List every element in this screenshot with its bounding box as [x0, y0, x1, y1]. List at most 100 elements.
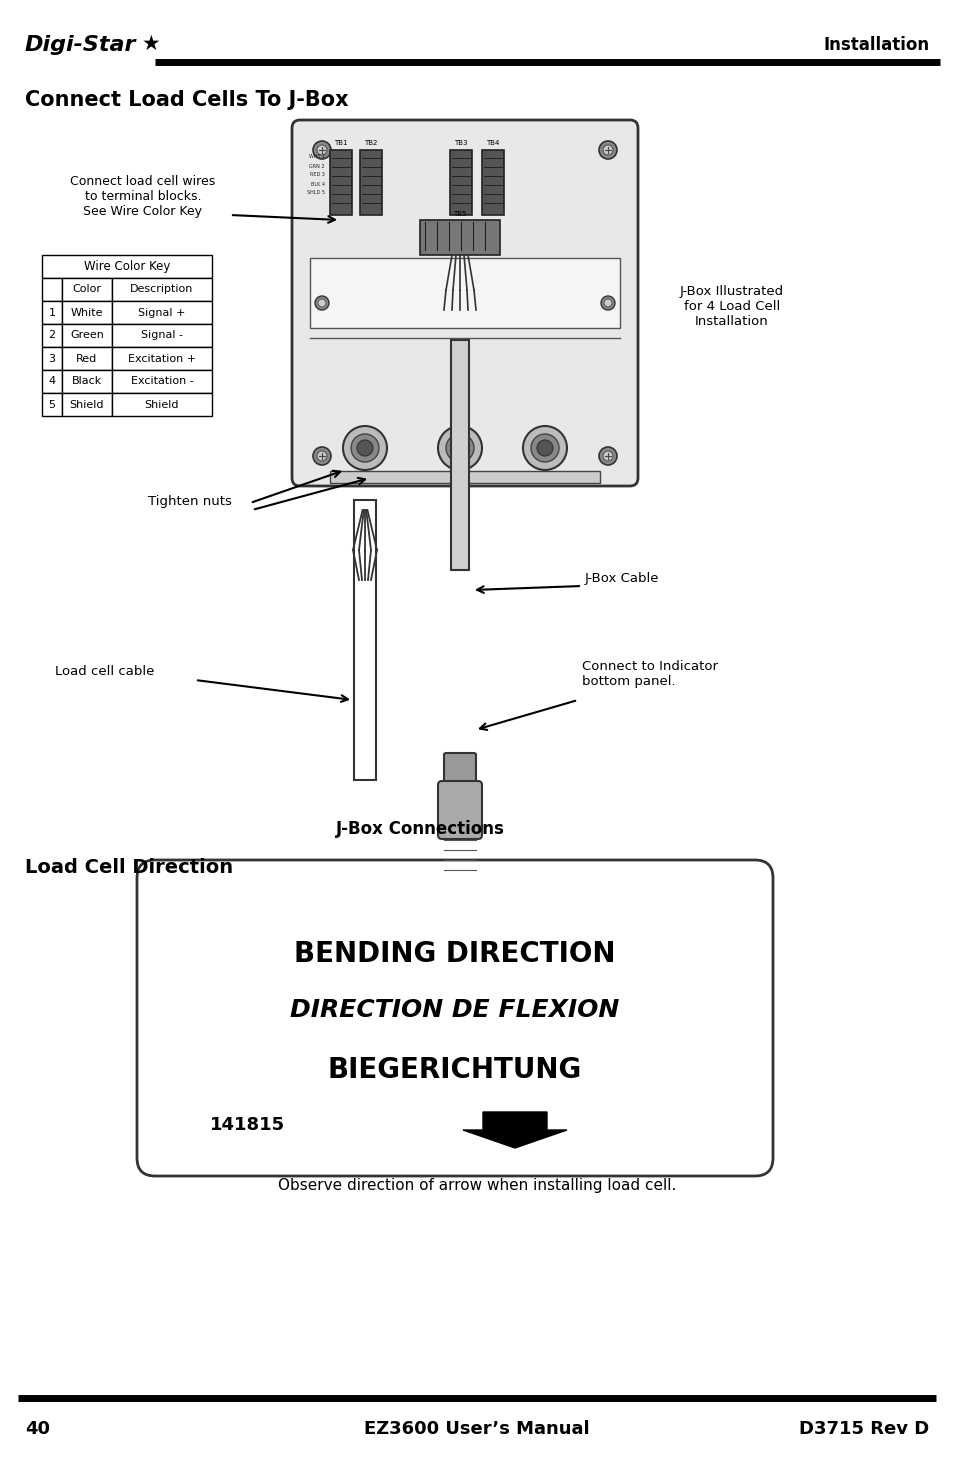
- Text: 5: 5: [49, 400, 55, 410]
- Bar: [419, 220, 499, 255]
- Text: Signal +: Signal +: [138, 307, 186, 317]
- Text: RED 3: RED 3: [310, 173, 325, 177]
- Circle shape: [316, 451, 327, 462]
- Bar: [112, 347, 212, 370]
- Bar: [62, 324, 112, 347]
- Text: D3715 Rev D: D3715 Rev D: [798, 1420, 928, 1438]
- Circle shape: [351, 434, 378, 462]
- FancyBboxPatch shape: [137, 860, 772, 1176]
- Text: Black: Black: [71, 376, 102, 386]
- Bar: [62, 370, 112, 392]
- Bar: [62, 277, 112, 301]
- Bar: [354, 500, 375, 780]
- Circle shape: [602, 451, 613, 462]
- Bar: [42, 392, 62, 416]
- Bar: [481, 150, 503, 215]
- Text: Digi-Star: Digi-Star: [25, 35, 136, 55]
- Text: EZ3600 User’s Manual: EZ3600 User’s Manual: [364, 1420, 589, 1438]
- Text: WHT 1: WHT 1: [309, 155, 325, 159]
- Bar: [62, 301, 112, 324]
- Bar: [42, 324, 62, 347]
- FancyBboxPatch shape: [292, 119, 638, 485]
- Text: TB1: TB1: [334, 140, 348, 146]
- Circle shape: [452, 440, 468, 456]
- Bar: [42, 277, 62, 301]
- Text: 141815: 141815: [210, 1117, 285, 1134]
- Bar: [330, 150, 352, 215]
- Bar: [359, 150, 381, 215]
- Circle shape: [343, 426, 387, 471]
- Text: Excitation -: Excitation -: [131, 376, 193, 386]
- Circle shape: [437, 426, 481, 471]
- Text: Excitation +: Excitation +: [128, 354, 196, 363]
- Text: GRN 2: GRN 2: [309, 164, 325, 168]
- Circle shape: [531, 434, 558, 462]
- Text: Shield: Shield: [70, 400, 104, 410]
- Text: Connect to Indicator
bottom panel.: Connect to Indicator bottom panel.: [581, 659, 718, 687]
- Text: White: White: [71, 307, 103, 317]
- Text: 3: 3: [49, 354, 55, 363]
- Text: 2: 2: [49, 330, 55, 341]
- Text: BENDING DIRECTION: BENDING DIRECTION: [294, 940, 615, 968]
- Circle shape: [317, 299, 326, 307]
- Bar: [450, 150, 472, 215]
- Circle shape: [598, 447, 617, 465]
- Text: 40: 40: [25, 1420, 50, 1438]
- Text: J-Box Connections: J-Box Connections: [335, 820, 504, 838]
- Bar: [42, 255, 212, 277]
- Bar: [62, 347, 112, 370]
- Bar: [42, 347, 62, 370]
- Text: ★: ★: [142, 34, 161, 55]
- Text: Wire Color Key: Wire Color Key: [84, 260, 170, 273]
- Bar: [310, 258, 619, 327]
- Text: Installation: Installation: [823, 35, 929, 55]
- Bar: [451, 341, 469, 569]
- Circle shape: [598, 142, 617, 159]
- Circle shape: [600, 296, 615, 310]
- Circle shape: [313, 142, 331, 159]
- Bar: [112, 370, 212, 392]
- Text: DIRECTION DE FLEXION: DIRECTION DE FLEXION: [290, 999, 619, 1022]
- Circle shape: [314, 296, 329, 310]
- FancyBboxPatch shape: [437, 780, 481, 839]
- Bar: [112, 277, 212, 301]
- Bar: [112, 301, 212, 324]
- FancyBboxPatch shape: [443, 754, 476, 792]
- Text: TB4: TB4: [486, 140, 499, 146]
- Bar: [330, 471, 599, 482]
- Polygon shape: [462, 1112, 566, 1148]
- Text: Color: Color: [72, 285, 101, 295]
- Circle shape: [522, 426, 566, 471]
- Text: TB5: TB5: [453, 211, 466, 217]
- Text: Observe direction of arrow when installing load cell.: Observe direction of arrow when installi…: [277, 1179, 676, 1193]
- Bar: [112, 324, 212, 347]
- Circle shape: [356, 440, 373, 456]
- Text: Green: Green: [70, 330, 104, 341]
- Text: SHLD 5: SHLD 5: [307, 190, 325, 196]
- Bar: [112, 392, 212, 416]
- Circle shape: [537, 440, 553, 456]
- Circle shape: [446, 434, 474, 462]
- Text: Shield: Shield: [145, 400, 179, 410]
- Text: 1: 1: [49, 307, 55, 317]
- Text: Connect Load Cells To J-Box: Connect Load Cells To J-Box: [25, 90, 348, 111]
- Circle shape: [602, 145, 613, 155]
- Text: Load cell cable: Load cell cable: [55, 665, 154, 678]
- Bar: [42, 370, 62, 392]
- Text: Tighten nuts: Tighten nuts: [148, 496, 232, 507]
- Text: TB3: TB3: [454, 140, 467, 146]
- Text: TB2: TB2: [364, 140, 377, 146]
- Text: J-Box Illustrated
for 4 Load Cell
Installation: J-Box Illustrated for 4 Load Cell Instal…: [679, 285, 783, 327]
- Text: Load Cell Direction: Load Cell Direction: [25, 858, 233, 878]
- Circle shape: [603, 299, 612, 307]
- Text: Description: Description: [131, 285, 193, 295]
- Text: J-Box Cable: J-Box Cable: [584, 572, 659, 586]
- Text: Connect load cell wires
to terminal blocks.
See Wire Color Key: Connect load cell wires to terminal bloc…: [71, 176, 215, 218]
- Text: BIEGERICHTUNG: BIEGERICHTUNG: [328, 1056, 581, 1084]
- Circle shape: [316, 145, 327, 155]
- Text: BLK 4: BLK 4: [311, 181, 325, 186]
- Text: Signal -: Signal -: [141, 330, 183, 341]
- Bar: [62, 392, 112, 416]
- Circle shape: [313, 447, 331, 465]
- Text: Red: Red: [76, 354, 97, 363]
